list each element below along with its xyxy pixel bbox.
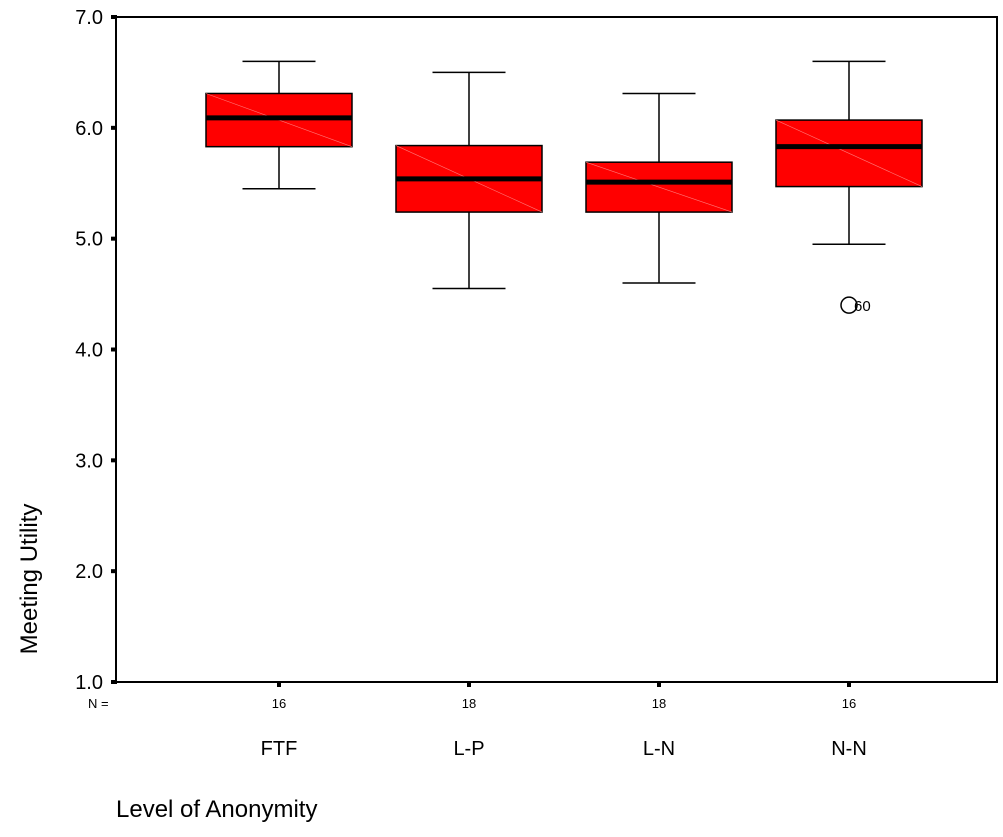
box-hatch bbox=[775, 119, 923, 187]
y-axis: 1.0 2.0 3.0 4.0 5.0 6.0 7.0 bbox=[75, 7, 117, 694]
x-axis: N = 16 FTF 18 L-P 18 L-N 16 N-N bbox=[88, 681, 867, 760]
n-count-label: 16 bbox=[272, 696, 286, 711]
category-label: L-N bbox=[643, 738, 675, 760]
y-tick-label: 3.0 bbox=[75, 450, 103, 472]
x-axis-title: Level of Anonymity bbox=[116, 796, 317, 823]
n-prefix-label: N = bbox=[88, 696, 109, 711]
outlier-marker bbox=[840, 296, 858, 314]
y-axis-title: Meeting Utility bbox=[16, 504, 43, 655]
y-tick-label: 4.0 bbox=[75, 340, 103, 362]
n-count-label: 18 bbox=[462, 696, 476, 711]
category-label: L-P bbox=[453, 738, 484, 760]
y-tick-label: 1.0 bbox=[75, 672, 103, 694]
y-tick-label: 7.0 bbox=[75, 7, 103, 29]
y-tick-label: 6.0 bbox=[75, 118, 103, 140]
category-label: FTF bbox=[261, 738, 298, 760]
n-count-label: 18 bbox=[652, 696, 666, 711]
category-label: N-N bbox=[831, 738, 867, 760]
outlier-label: 60 bbox=[854, 298, 871, 315]
y-tick-label: 2.0 bbox=[75, 561, 103, 583]
box-hatch bbox=[585, 161, 733, 213]
y-tick-label: 5.0 bbox=[75, 229, 103, 251]
box-series: 60 bbox=[205, 60, 923, 315]
n-count-label: 16 bbox=[842, 696, 856, 711]
